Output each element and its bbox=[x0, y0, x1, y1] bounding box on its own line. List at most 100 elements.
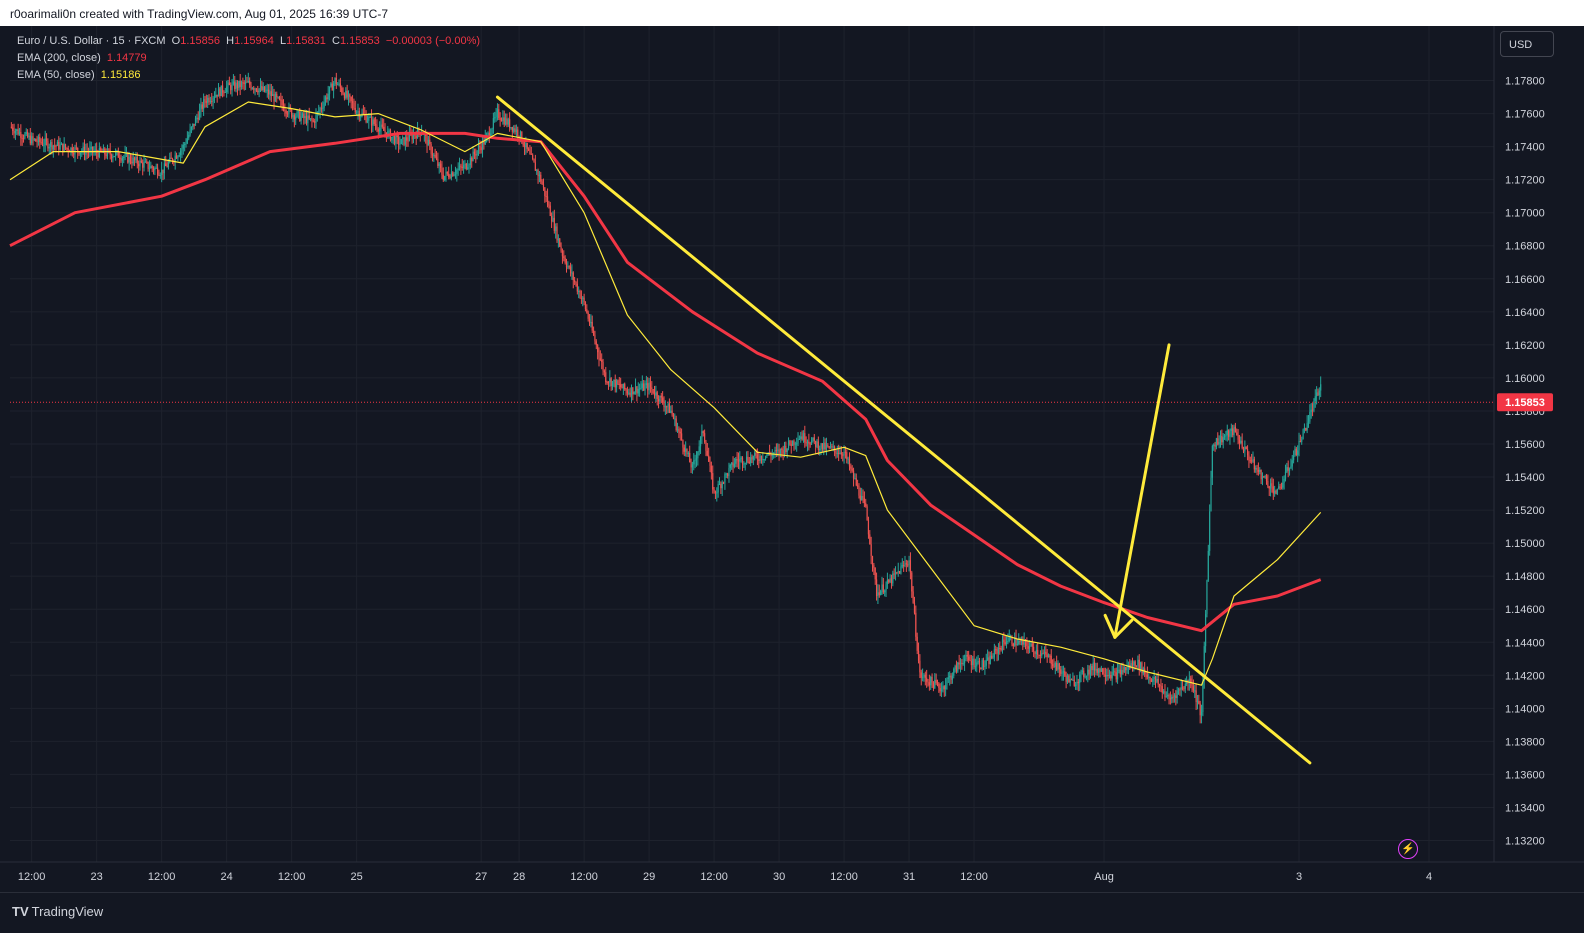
tradingview-brand[interactable]: TV TradingView bbox=[12, 904, 103, 919]
candle bbox=[234, 75, 236, 92]
candle bbox=[599, 350, 601, 362]
candle bbox=[1297, 445, 1299, 463]
ema50-row[interactable]: EMA (50, close) 1.15186 bbox=[17, 67, 480, 84]
candle bbox=[456, 168, 458, 182]
candle bbox=[1061, 665, 1063, 681]
candle bbox=[150, 161, 152, 169]
candle bbox=[633, 391, 635, 395]
candle bbox=[254, 87, 256, 96]
chart-pane[interactable] bbox=[0, 26, 1584, 892]
candle bbox=[391, 136, 393, 144]
candle bbox=[1165, 691, 1167, 698]
x-tick-label: 12:00 bbox=[830, 871, 858, 883]
candle bbox=[986, 649, 989, 661]
candle bbox=[727, 472, 729, 479]
candle bbox=[509, 112, 511, 132]
candle bbox=[572, 271, 574, 289]
candle bbox=[1084, 673, 1086, 679]
candle bbox=[244, 74, 247, 91]
candle bbox=[123, 155, 125, 164]
candle bbox=[927, 678, 929, 687]
candle bbox=[774, 446, 776, 458]
candle bbox=[968, 650, 970, 664]
candle bbox=[341, 85, 343, 96]
candle bbox=[461, 158, 463, 171]
candle bbox=[1081, 666, 1083, 675]
candle bbox=[747, 450, 749, 464]
candle bbox=[1271, 477, 1273, 493]
candle bbox=[988, 651, 990, 669]
candle bbox=[1222, 433, 1224, 449]
candle bbox=[852, 467, 855, 487]
candle bbox=[188, 131, 190, 141]
candle bbox=[503, 110, 505, 128]
candle bbox=[1195, 683, 1197, 711]
candle bbox=[592, 326, 595, 337]
candle bbox=[1069, 673, 1071, 687]
candle bbox=[970, 654, 972, 673]
candle bbox=[1164, 684, 1166, 702]
candle bbox=[45, 133, 48, 146]
candle bbox=[47, 138, 49, 152]
candle bbox=[307, 110, 309, 132]
candle bbox=[544, 187, 546, 203]
candle bbox=[213, 91, 216, 104]
candle bbox=[502, 110, 504, 125]
candle bbox=[272, 86, 274, 97]
candle bbox=[976, 656, 978, 673]
candle bbox=[269, 83, 271, 101]
candle bbox=[429, 132, 431, 151]
candle bbox=[274, 91, 276, 102]
candle bbox=[949, 671, 951, 686]
candle bbox=[884, 589, 886, 597]
candle bbox=[498, 103, 500, 121]
candle bbox=[809, 441, 811, 448]
candle bbox=[805, 436, 807, 447]
candle bbox=[557, 234, 559, 248]
y-tick-label: 1.14200 bbox=[1505, 670, 1545, 682]
lightning-icon[interactable]: ⚡ bbox=[1398, 839, 1418, 859]
ema50-value: 1.15186 bbox=[100, 69, 141, 81]
candle bbox=[452, 171, 454, 177]
candle bbox=[1106, 668, 1108, 682]
candle bbox=[588, 314, 591, 326]
price-chart[interactable]: 1.17800 1.17600 1.17400 1.17200 1.17000 1.168… bbox=[0, 26, 1584, 892]
candle bbox=[296, 110, 298, 118]
candle bbox=[548, 200, 550, 209]
candle bbox=[924, 671, 926, 686]
tradingview-logo-icon: TV bbox=[12, 904, 29, 919]
candle bbox=[659, 395, 661, 405]
candle bbox=[982, 657, 985, 671]
candle bbox=[54, 138, 56, 151]
candle bbox=[1163, 689, 1165, 695]
candle bbox=[31, 132, 33, 146]
candle bbox=[116, 149, 118, 156]
candle bbox=[666, 405, 668, 415]
candle bbox=[1115, 667, 1117, 683]
candle bbox=[1229, 428, 1231, 445]
candle bbox=[821, 443, 824, 452]
currency-button[interactable]: USD bbox=[1500, 31, 1554, 57]
candle bbox=[1280, 482, 1283, 490]
candle bbox=[119, 151, 121, 167]
candle bbox=[705, 439, 707, 457]
ema200-row[interactable]: EMA (200, close) 1.14779 bbox=[17, 50, 480, 67]
candle bbox=[739, 451, 741, 470]
symbol-row[interactable]: Euro / U.S. Dollar · 15 · FXCM O1.15856 … bbox=[17, 33, 480, 50]
high-value: 1.15964 bbox=[234, 35, 274, 47]
candle bbox=[785, 441, 787, 455]
candle bbox=[1265, 473, 1268, 485]
x-tick-label: 3 bbox=[1296, 871, 1302, 883]
candle bbox=[387, 126, 389, 139]
candle bbox=[1028, 640, 1031, 654]
candle bbox=[605, 366, 607, 385]
candle bbox=[750, 452, 752, 467]
candle bbox=[1049, 654, 1051, 664]
candle bbox=[1154, 675, 1157, 689]
candle bbox=[240, 80, 243, 90]
candle bbox=[1079, 671, 1081, 691]
candle bbox=[709, 456, 711, 473]
candle bbox=[938, 682, 940, 693]
candle bbox=[1223, 433, 1226, 440]
candle bbox=[1042, 649, 1044, 655]
